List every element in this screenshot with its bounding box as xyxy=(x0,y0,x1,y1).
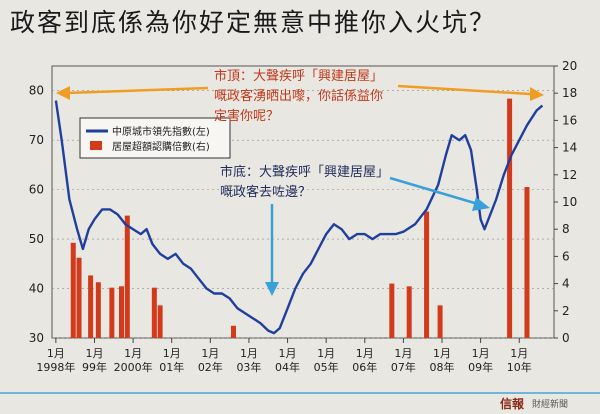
footer-sub: 財經新聞 xyxy=(532,398,568,410)
x-tick-year: 06年 xyxy=(352,360,377,374)
arrow-bottom-right-head xyxy=(472,197,490,211)
left-tick-label: 80 xyxy=(29,84,44,98)
bar xyxy=(424,211,430,338)
bar xyxy=(389,283,395,338)
chart-title: 政客到底係為你好定無意中推你入火坑？ xyxy=(10,8,497,37)
line-series xyxy=(54,100,544,335)
right-tick-label: 6 xyxy=(562,249,570,263)
x-tick-month: 1月 xyxy=(124,347,142,360)
right-axis: 0 2 4 6 8 10 12 14 16 18 20 xyxy=(554,59,577,345)
left-tick-label: 30 xyxy=(29,331,44,345)
bar xyxy=(507,98,513,338)
right-tick-label: 16 xyxy=(562,113,577,127)
right-tick-label: 4 xyxy=(562,277,570,291)
arrow-bottom-left-head xyxy=(265,282,279,296)
x-tick-year: 03年 xyxy=(236,360,261,374)
footer-logo: 信報 xyxy=(500,396,525,411)
right-tick-label: 14 xyxy=(562,141,577,155)
right-tick-label: 18 xyxy=(562,86,577,100)
legend-line-label: 中原城市領先指數(左) xyxy=(112,125,210,138)
x-tick-month: 1月 xyxy=(85,347,103,360)
arrow-bottom-right xyxy=(389,176,479,206)
left-tick-label: 60 xyxy=(29,183,44,197)
bar xyxy=(157,305,163,338)
annotation-bottom-line-2: 嘅政客去咗邊？ xyxy=(220,184,311,200)
annotation-top-line-1: 市頂：大聲疾呼「興建居屋」 xyxy=(214,68,383,84)
x-tick-month: 1月 xyxy=(201,347,219,360)
x-tick-month: 1月 xyxy=(510,347,528,360)
series-line xyxy=(54,100,544,335)
x-tick-month: 1月 xyxy=(356,347,374,360)
right-tick-label: 8 xyxy=(562,222,570,236)
annotation-top-line-2: 嘅政客湧晒出嚟，你話係益你 xyxy=(214,88,383,104)
right-tick-label: 0 xyxy=(562,331,570,345)
annotation-bottom-line-1: 市底：大聲疾呼「興建居屋」 xyxy=(220,164,389,180)
right-tick-label: 2 xyxy=(562,304,570,318)
x-tick-month: 1月 xyxy=(433,347,451,360)
right-tick-label: 10 xyxy=(562,195,577,209)
x-tick-year: 2000年 xyxy=(114,360,153,374)
x-tick-month: 1月 xyxy=(163,347,181,360)
x-tick-year: 99年 xyxy=(82,360,107,374)
bar xyxy=(437,305,443,338)
left-tick-label: 70 xyxy=(29,133,44,147)
bar xyxy=(124,215,130,338)
x-tick-year: 09年 xyxy=(468,360,493,374)
legend-bar-swatch xyxy=(90,141,102,150)
x-tick-year: 02年 xyxy=(198,360,223,374)
grid xyxy=(52,90,554,339)
x-tick-month: 1月 xyxy=(472,347,490,360)
bar xyxy=(95,282,101,338)
bar xyxy=(109,287,115,338)
legend-bar-label: 居屋超額認購倍數(右) xyxy=(112,140,210,153)
bar xyxy=(406,286,412,338)
arrow-top-left xyxy=(65,86,209,95)
x-axis: 1月1998年1月99年1月2000年1月01年1月02年1月03年1月04年1… xyxy=(36,338,532,374)
x-tick-year: 04年 xyxy=(275,360,300,374)
annotation-bottom: 市底：大聲疾呼「興建居屋」 嘅政客去咗邊？ xyxy=(220,164,490,296)
annotation-top-line-3: 定害你呢？ xyxy=(214,108,279,124)
bar xyxy=(119,286,125,338)
left-axis: 30 40 50 60 70 80 xyxy=(29,84,44,345)
right-tick-label: 12 xyxy=(562,168,577,182)
arrow-top-right-head xyxy=(530,87,544,101)
arrow-top-right xyxy=(397,84,531,96)
bar xyxy=(88,275,94,338)
x-tick-year: 08年 xyxy=(430,360,455,374)
left-tick-label: 40 xyxy=(29,282,44,296)
annotation-top: 市頂：大聲疾呼「興建居屋」 嘅政客湧晒出嚟，你話係益你 定害你呢？ xyxy=(56,68,544,124)
x-tick-year: 07年 xyxy=(391,360,416,374)
x-tick-month: 1月 xyxy=(317,347,335,360)
bar xyxy=(230,325,236,338)
x-tick-year: 05年 xyxy=(314,360,339,374)
x-tick-month: 1月 xyxy=(47,347,65,360)
bar xyxy=(76,257,82,338)
legend-box xyxy=(79,117,231,159)
bar xyxy=(70,242,76,338)
bar xyxy=(524,187,530,338)
x-tick-month: 1月 xyxy=(240,347,258,360)
x-tick-month: 1月 xyxy=(394,347,412,360)
bar xyxy=(151,287,157,338)
legend: 中原城市領先指數(左) 居屋超額認購倍數(右) xyxy=(79,117,231,159)
x-tick-year: 01年 xyxy=(159,360,184,374)
left-tick-label: 50 xyxy=(29,232,44,246)
x-tick-year: 1998年 xyxy=(36,360,75,374)
arrow-top-left-head xyxy=(56,86,70,100)
bar-series xyxy=(70,98,530,338)
x-tick-month: 1月 xyxy=(279,347,297,360)
right-tick-label: 20 xyxy=(562,59,577,73)
x-tick-year: 10年 xyxy=(507,360,532,374)
